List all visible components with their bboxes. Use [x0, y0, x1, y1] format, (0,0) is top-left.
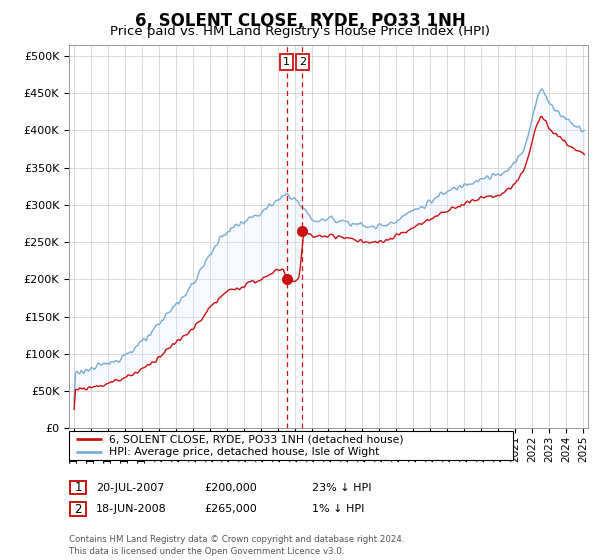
Text: £265,000: £265,000 [204, 504, 257, 514]
Text: 2: 2 [299, 57, 306, 67]
Text: Contains HM Land Registry data © Crown copyright and database right 2024.
This d: Contains HM Land Registry data © Crown c… [69, 535, 404, 556]
Text: 6, SOLENT CLOSE, RYDE, PO33 1NH (detached house): 6, SOLENT CLOSE, RYDE, PO33 1NH (detache… [109, 434, 404, 444]
Text: HPI: Average price, detached house, Isle of Wight: HPI: Average price, detached house, Isle… [109, 447, 379, 458]
Text: 18-JUN-2008: 18-JUN-2008 [96, 504, 167, 514]
Text: Price paid vs. HM Land Registry's House Price Index (HPI): Price paid vs. HM Land Registry's House … [110, 25, 490, 38]
Text: 1: 1 [74, 481, 82, 494]
Text: 6, SOLENT CLOSE, RYDE, PO33 1NH: 6, SOLENT CLOSE, RYDE, PO33 1NH [134, 12, 466, 30]
Text: 23% ↓ HPI: 23% ↓ HPI [312, 483, 371, 493]
Text: 1: 1 [283, 57, 290, 67]
Text: 1% ↓ HPI: 1% ↓ HPI [312, 504, 364, 514]
Text: £200,000: £200,000 [204, 483, 257, 493]
Text: 20-JUL-2007: 20-JUL-2007 [96, 483, 164, 493]
Text: 2: 2 [74, 502, 82, 516]
